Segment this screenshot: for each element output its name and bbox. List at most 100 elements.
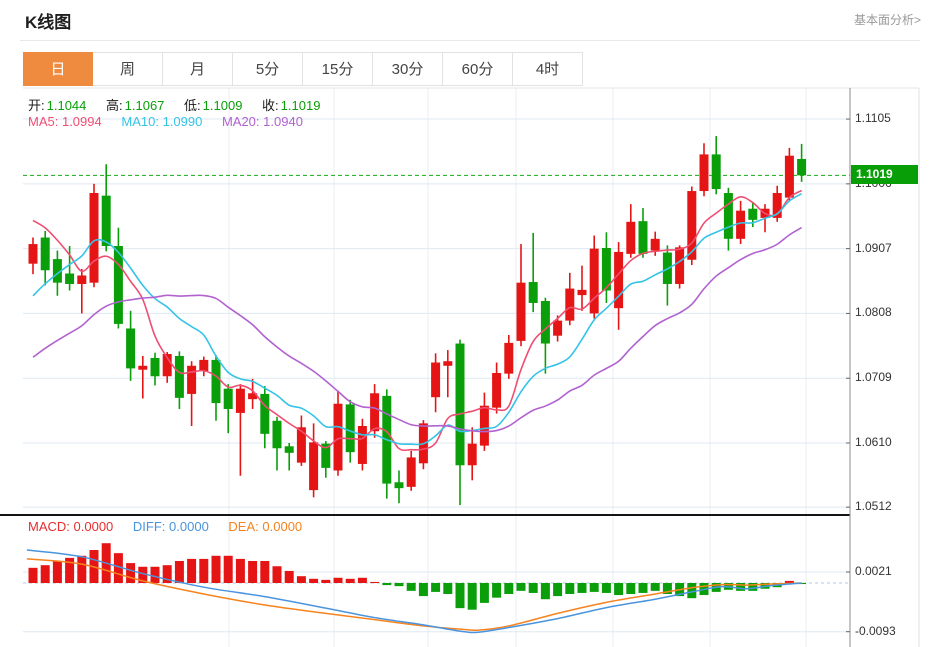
candle-body xyxy=(467,443,477,466)
macd-bar xyxy=(467,583,477,610)
price-axis-label: 1.1105 xyxy=(855,111,891,126)
dea-line xyxy=(26,558,802,632)
macd-bar xyxy=(540,583,550,600)
ma5-line xyxy=(32,189,803,452)
dea-value: 0.0000 xyxy=(262,519,303,534)
candle-body xyxy=(199,359,209,372)
dea-label: DEA: 0.0000 xyxy=(228,519,303,534)
candle-body xyxy=(248,393,258,400)
macd-axis-label: -0.0093 xyxy=(855,623,896,638)
candle-body xyxy=(577,289,587,296)
candle-body xyxy=(272,420,282,449)
macd-bar xyxy=(370,581,380,583)
candle-body xyxy=(626,221,636,254)
candle-body xyxy=(296,427,306,463)
macd-bar xyxy=(626,583,636,594)
macd-bar xyxy=(223,555,233,583)
candle-body xyxy=(65,273,75,284)
macd-bar xyxy=(687,583,697,599)
tab-day[interactable]: 日 xyxy=(23,52,93,86)
macd-bar xyxy=(126,563,136,583)
tab-60min[interactable]: 60分 xyxy=(443,52,513,86)
tab-week[interactable]: 周 xyxy=(93,52,163,86)
ma20-value: 1.0940 xyxy=(263,114,303,129)
macd-bar xyxy=(565,583,575,594)
macd-bar xyxy=(516,583,526,591)
candle-body xyxy=(345,404,355,453)
macd-bar xyxy=(260,561,270,583)
macd-bar xyxy=(138,566,148,583)
macd-bar xyxy=(309,578,319,583)
ohlc-readout: 开: 1.1044 高: 1.1067 低: 1.1009 收: 1.1019 xyxy=(28,95,320,114)
close-label: 收: xyxy=(262,98,279,113)
ma20-line xyxy=(32,226,803,433)
candle-body xyxy=(284,446,294,453)
candle-body xyxy=(638,221,648,254)
macd-bar xyxy=(174,561,184,583)
ma5-value: 1.0994 xyxy=(61,114,102,129)
ma5-label: MA5: 1.0994 xyxy=(28,114,102,129)
ma10-label: MA10: 1.0990 xyxy=(121,114,203,129)
macd-bar xyxy=(479,583,489,603)
tab-15min[interactable]: 15分 xyxy=(303,52,373,86)
macd-bar xyxy=(333,577,343,583)
macd-bar xyxy=(748,583,758,591)
low-value: 1.1009 xyxy=(202,98,243,113)
macd-bar xyxy=(199,558,209,583)
ma-readout: MA5: 1.0994 MA10: 1.0990 MA20: 1.0940 xyxy=(28,114,303,129)
candle-body xyxy=(431,362,441,398)
candle-body xyxy=(309,442,319,491)
page-title: K线图 xyxy=(25,13,72,32)
macd-bar xyxy=(418,583,428,597)
tab-4hour[interactable]: 4时 xyxy=(513,52,583,86)
candle-body xyxy=(333,403,343,471)
macd-bar xyxy=(589,583,599,592)
candle-body xyxy=(479,405,489,446)
price-axis-label: 1.0907 xyxy=(855,240,892,255)
candle-body xyxy=(223,388,233,409)
macd-bar xyxy=(638,583,648,593)
candle-body xyxy=(687,191,697,260)
macd-bar xyxy=(650,583,660,591)
diff-label: DIFF: 0.0000 xyxy=(132,519,209,534)
candle-body xyxy=(675,247,685,284)
close-value: 1.1019 xyxy=(280,98,321,113)
title-divider xyxy=(20,40,920,41)
candle-body xyxy=(614,251,624,309)
candle-body xyxy=(736,210,746,239)
macd-bar xyxy=(601,583,611,593)
timeframe-tabs: 日 周 月 5分 15分 30分 60分 4时 xyxy=(23,52,583,86)
candle-body xyxy=(260,393,270,434)
diff-line xyxy=(26,549,802,634)
macd-bar xyxy=(528,583,538,593)
macd-bar xyxy=(40,565,50,583)
candle-body xyxy=(77,275,87,284)
candle-body xyxy=(443,361,453,366)
macd-bar xyxy=(248,561,258,583)
macd-bar xyxy=(614,583,624,596)
candle-body xyxy=(187,365,197,394)
candle-body xyxy=(699,154,709,192)
candle-body xyxy=(101,195,111,247)
tab-30min[interactable]: 30分 xyxy=(373,52,443,86)
macd-bar xyxy=(504,583,514,594)
candle-body xyxy=(723,193,733,239)
diff-value: 0.0000 xyxy=(169,519,209,534)
candle-body xyxy=(772,193,782,218)
macd-bar xyxy=(211,555,221,583)
price-axis-label: 1.0610 xyxy=(855,435,892,449)
candle-body xyxy=(357,425,367,464)
tab-5min[interactable]: 5分 xyxy=(233,52,303,86)
candle-body xyxy=(40,237,50,271)
tab-month[interactable]: 月 xyxy=(163,52,233,86)
candle-body xyxy=(113,246,123,324)
price-axis-label: 1.0709 xyxy=(855,370,892,385)
candle-body xyxy=(797,158,807,176)
macd-bar xyxy=(321,579,331,583)
macd-bar xyxy=(235,558,245,583)
macd-bar xyxy=(284,570,294,583)
candle-body xyxy=(553,320,563,336)
fundamental-analysis-link[interactable]: 基本面分析> xyxy=(853,13,921,27)
